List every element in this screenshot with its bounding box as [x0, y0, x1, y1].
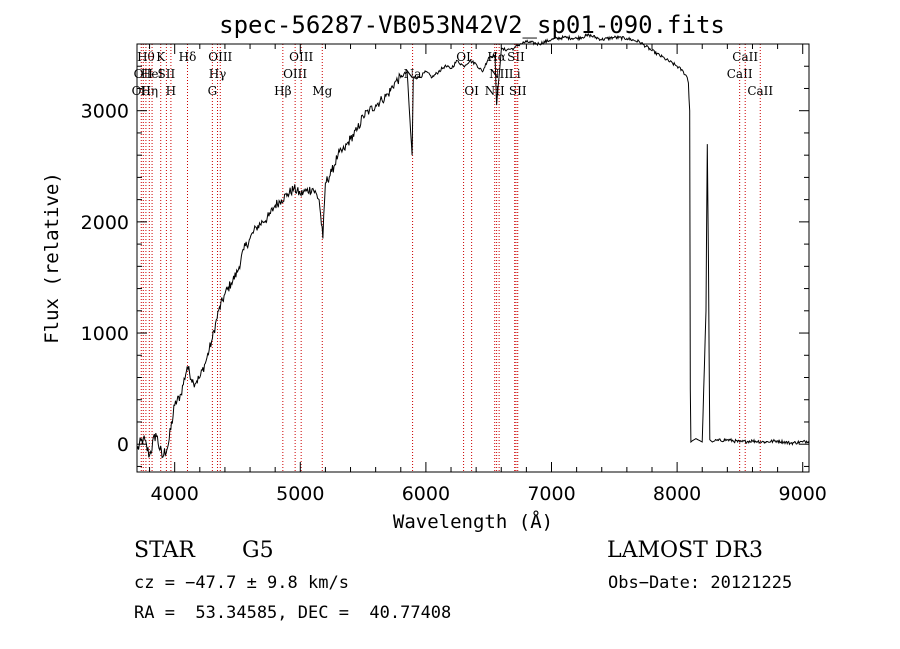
y-tick-label: 2000 [81, 212, 129, 234]
spectral-line-label: HeI [141, 67, 164, 81]
spectral-lines-layer: OIIOIIHθHηHeIKSIIHHδGHγOIIIHβOIIIOIIIMgN… [132, 44, 773, 472]
spectral-line-label: Mg [312, 84, 332, 98]
x-tick-label: 7000 [527, 483, 575, 505]
spectral-line-label: OI [464, 84, 479, 98]
spectral-line-label: CaII [732, 50, 758, 64]
spectral-line-label: OII [134, 67, 154, 81]
spectral-line-label: SII [507, 50, 525, 64]
spectral-line-label: CaII [727, 67, 753, 81]
plot-frame [136, 43, 810, 473]
chart-title: spec-56287-VB053N42V2_sp01-090.fits [219, 11, 725, 39]
x-tick-label: 8000 [653, 483, 701, 505]
spectral-line-label: Na [404, 67, 422, 81]
spectral-line-label: H [166, 84, 176, 98]
x-tick-label: 9000 [779, 483, 827, 505]
axis-ticks: 4000 5000 6000 7000 8000 9000 0 1000 2000 3000 [81, 43, 827, 505]
x-tick-label: 4000 [151, 483, 199, 505]
spectral-line-label: K [156, 50, 166, 64]
spectral-line-label: SII [509, 84, 527, 98]
spectral-line-label: G [208, 84, 218, 98]
survey-name: LAMOST DR3 [607, 538, 763, 563]
x-axis-label: Wavelength (Å) [393, 510, 553, 533]
x-tick-label: 6000 [402, 483, 450, 505]
observation-date: Obs−Date: 20121225 [608, 573, 793, 593]
spectral-line-label: Hγ [209, 67, 227, 81]
spectral-line-label: Li [509, 67, 521, 81]
sky-coordinates: RA = 53.34585, DEC = 40.77408 [134, 603, 452, 623]
spectral-line-label: OIII [289, 50, 313, 64]
spectral-line-label: OIII [208, 50, 232, 64]
radial-velocity: cz = −47.7 ± 9.8 km/s [134, 573, 349, 593]
spectral-line-label: Hη [140, 84, 158, 98]
y-tick-label: 1000 [81, 323, 129, 345]
y-tick-label: 0 [117, 434, 129, 456]
y-axis-label: Flux (relative) [41, 172, 63, 344]
y-tick-label: 3000 [81, 101, 129, 123]
spectral-line-label: Hβ [274, 84, 291, 98]
spectral-line-label: NII [485, 84, 505, 98]
spectral-line-label: OIII [283, 67, 307, 81]
object-class: STAR [134, 538, 195, 563]
x-tick-label: 5000 [276, 483, 324, 505]
spectral-line-label: SII [158, 67, 176, 81]
spectral-line-label: Hδ [179, 50, 197, 64]
spectral-line-label: CaII [747, 84, 773, 98]
spectral-line-label: OI [456, 50, 471, 64]
spectrum-series-line [136, 32, 810, 459]
object-subclass: G5 [242, 538, 274, 563]
spectral-line-label: Hθ [137, 50, 155, 64]
